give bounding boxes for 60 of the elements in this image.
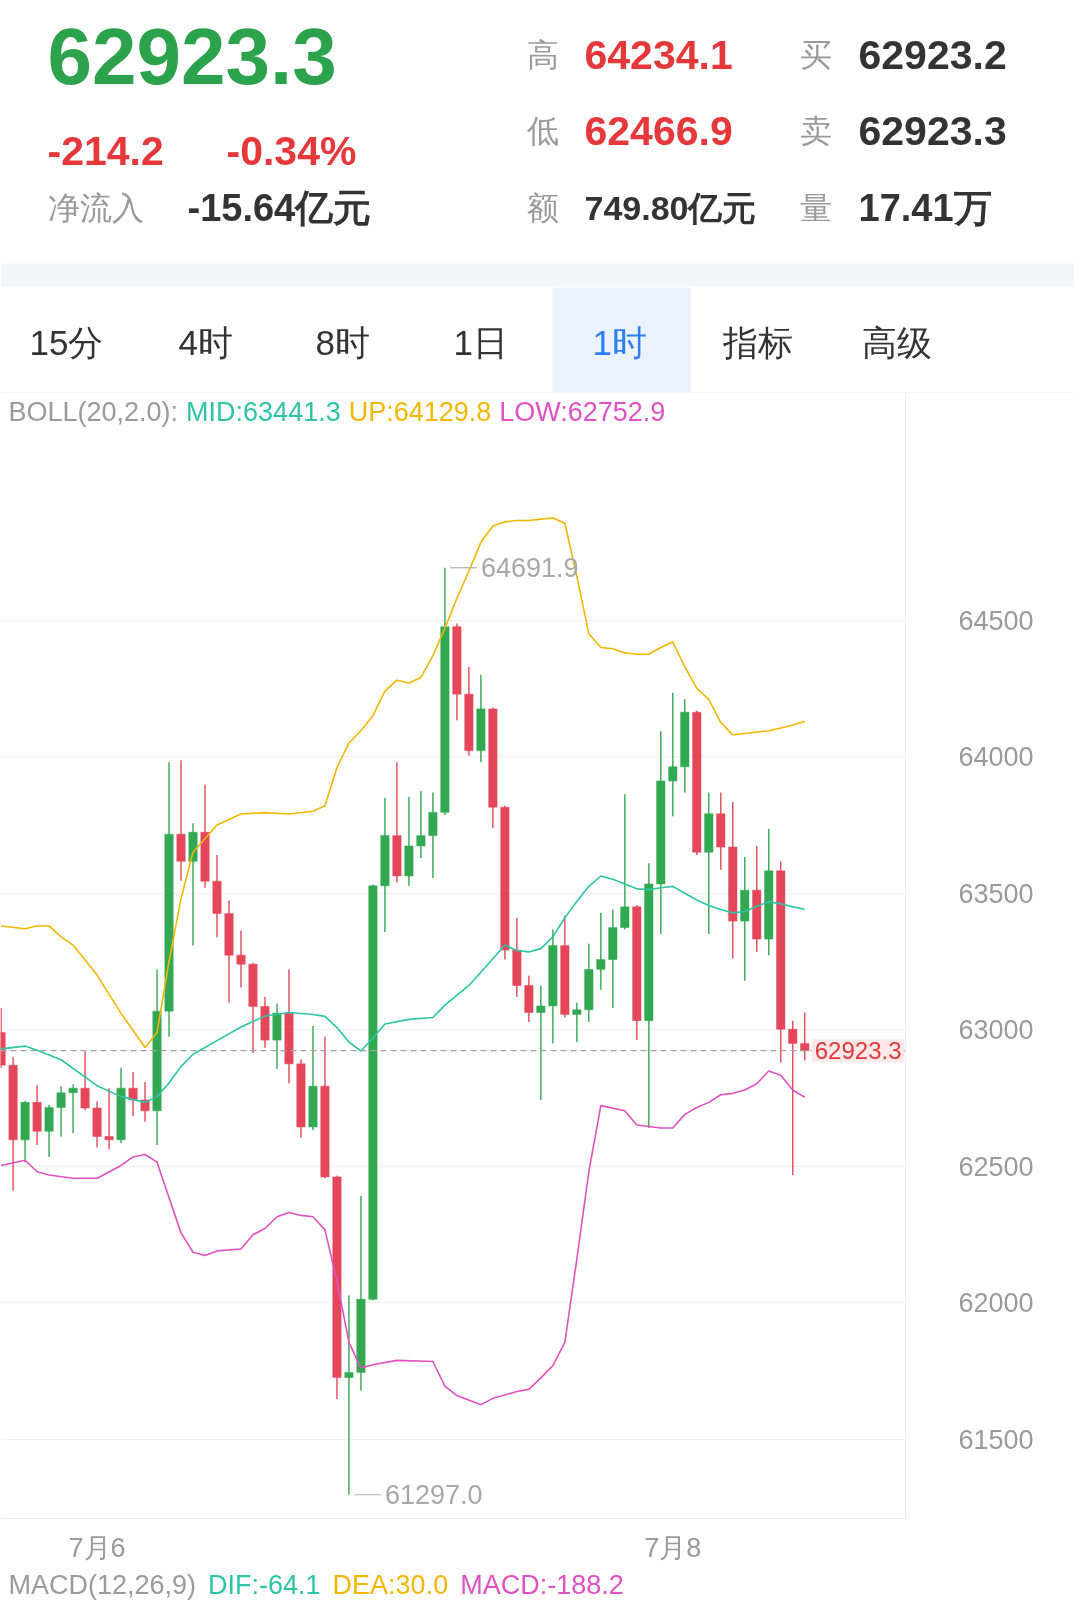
text: 指标 xyxy=(721,323,793,362)
text: 额 xyxy=(526,189,559,226)
text: MACD:-188.2 xyxy=(460,1569,624,1600)
text: -214.2 xyxy=(47,127,164,174)
text: 17.41万 xyxy=(858,186,992,229)
candlestick xyxy=(68,1083,78,1134)
text: 卖 xyxy=(799,112,832,149)
y-tick-label: 61500 xyxy=(958,1424,1034,1455)
y-tick-label: 64500 xyxy=(958,605,1034,636)
annotation: 61297.0 xyxy=(384,1480,483,1511)
text: 净流入 xyxy=(47,189,144,226)
y-tick-label: 63500 xyxy=(958,878,1034,909)
candlestick xyxy=(596,912,606,991)
text: LOW:62752.9 xyxy=(499,397,666,428)
text: 4时 xyxy=(178,323,233,362)
text: 749.80亿元 xyxy=(584,188,757,227)
y-tick-label: 62500 xyxy=(958,1151,1034,1182)
x-tick-label: 7月6 xyxy=(68,1532,126,1563)
text: 15分 xyxy=(29,323,104,362)
text: 64234.1 xyxy=(584,31,733,78)
text: 1日 xyxy=(453,323,508,362)
text: 62923.3 xyxy=(47,12,337,101)
text: -15.64亿元 xyxy=(187,186,372,229)
text: MACD(12,26,9) xyxy=(8,1569,197,1600)
text: 62466.9 xyxy=(584,107,733,154)
text: 62923.3 xyxy=(858,107,1007,154)
candlestick xyxy=(536,984,546,1101)
text: MID:63441.3 xyxy=(186,397,341,428)
text: UP:64129.8 xyxy=(348,397,492,428)
candlestick xyxy=(572,1001,582,1043)
text: 1时 xyxy=(592,323,647,362)
candlestick xyxy=(344,1294,354,1496)
text: 62923.2 xyxy=(858,31,1007,78)
text: DIF:-64.1 xyxy=(208,1569,321,1600)
annotation: 62923.3 xyxy=(814,1037,902,1065)
candlestick xyxy=(56,1085,66,1138)
candlestick xyxy=(236,929,246,989)
candlestick xyxy=(80,1050,90,1111)
legend-title: BOLL(20,2.0): xyxy=(8,397,179,428)
text: 高 xyxy=(526,36,559,73)
x-tick-label: 7月8 xyxy=(644,1532,702,1563)
y-tick-label: 64000 xyxy=(958,742,1034,773)
candlestick xyxy=(416,790,426,859)
candlestick xyxy=(104,1087,114,1151)
candlestick xyxy=(128,1071,138,1117)
text: 买 xyxy=(799,36,832,73)
candlestick xyxy=(788,1020,798,1176)
candlestick xyxy=(44,1104,54,1158)
candlestick xyxy=(620,793,630,931)
text: 低 xyxy=(526,112,559,149)
text: 8时 xyxy=(315,323,370,362)
text: 量 xyxy=(799,189,832,226)
y-tick-label: 63000 xyxy=(958,1015,1034,1046)
text: 高级 xyxy=(861,323,932,362)
candlestick xyxy=(668,692,678,817)
y-tick-label: 62000 xyxy=(958,1288,1034,1319)
candlestick xyxy=(800,1011,810,1062)
candlestick xyxy=(428,791,438,879)
text: -0.34% xyxy=(226,127,357,174)
text: DEA:30.0 xyxy=(332,1569,449,1600)
